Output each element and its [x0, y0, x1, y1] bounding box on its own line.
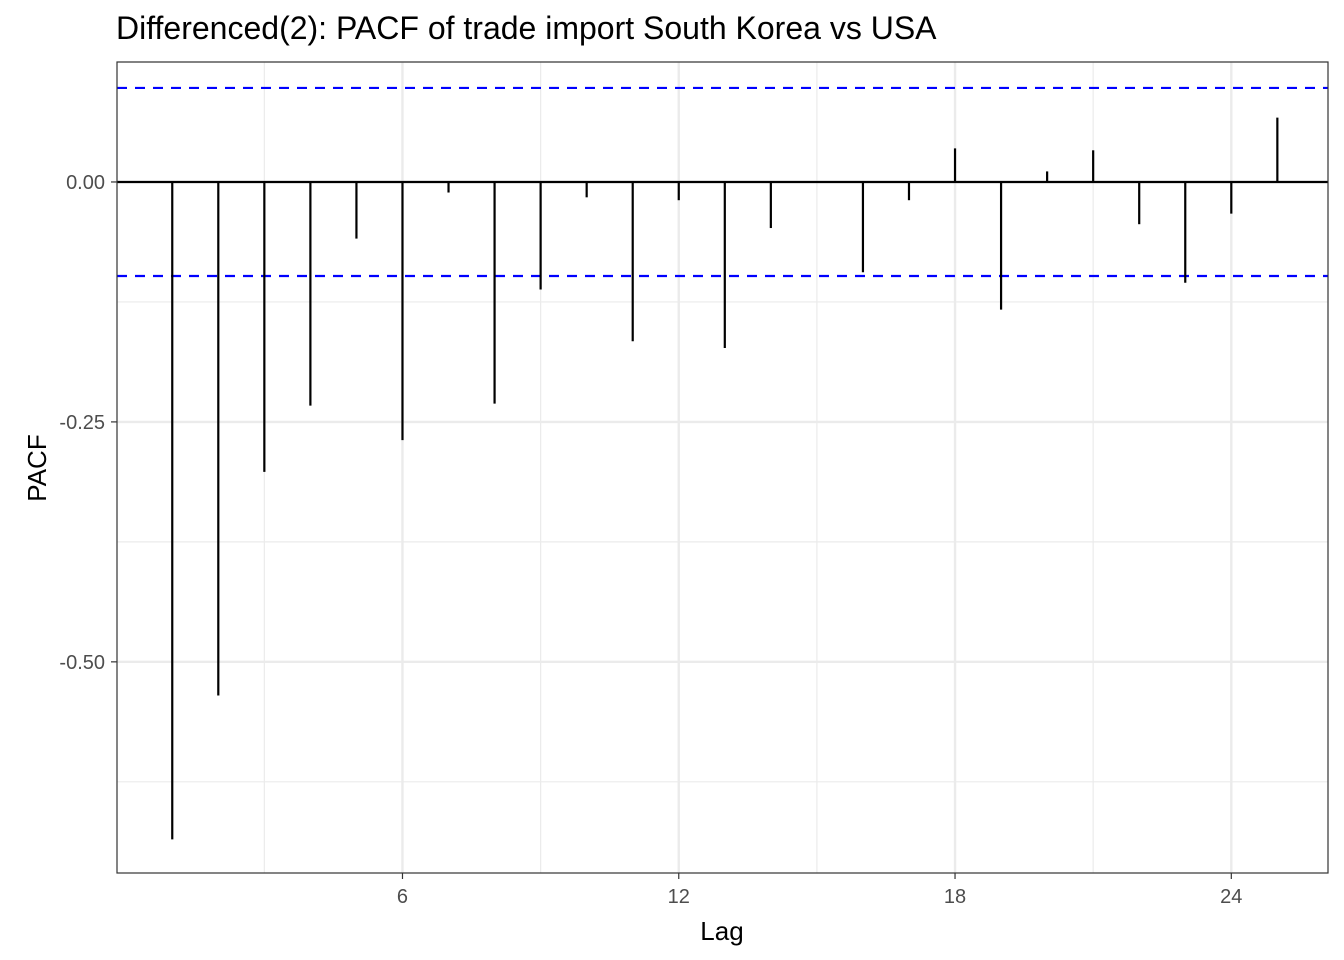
pacf-bars: [171, 117, 1279, 840]
x-tick-label: 12: [668, 886, 690, 908]
x-axis-title: Lag: [700, 916, 743, 946]
panel-border: [116, 61, 1329, 874]
x-tick-label: 6: [397, 886, 408, 908]
y-tick-label: -0.25: [59, 412, 105, 434]
y-tick-label: 0.00: [66, 172, 105, 194]
y-axis-title: PACF: [22, 434, 52, 501]
y-axis-ticks: 0.00 -0.25 -0.50: [59, 172, 117, 674]
y-tick-label: -0.50: [59, 652, 105, 674]
confidence-bounds: [117, 86, 1328, 278]
chart-title: Differenced(2): PACF of trade import Sou…: [116, 10, 937, 46]
x-tick-label: 24: [1220, 886, 1242, 908]
x-tick-label: 18: [944, 886, 966, 908]
x-axis-ticks: 6 12 18 24: [397, 873, 1242, 908]
grid: [117, 61, 1328, 873]
